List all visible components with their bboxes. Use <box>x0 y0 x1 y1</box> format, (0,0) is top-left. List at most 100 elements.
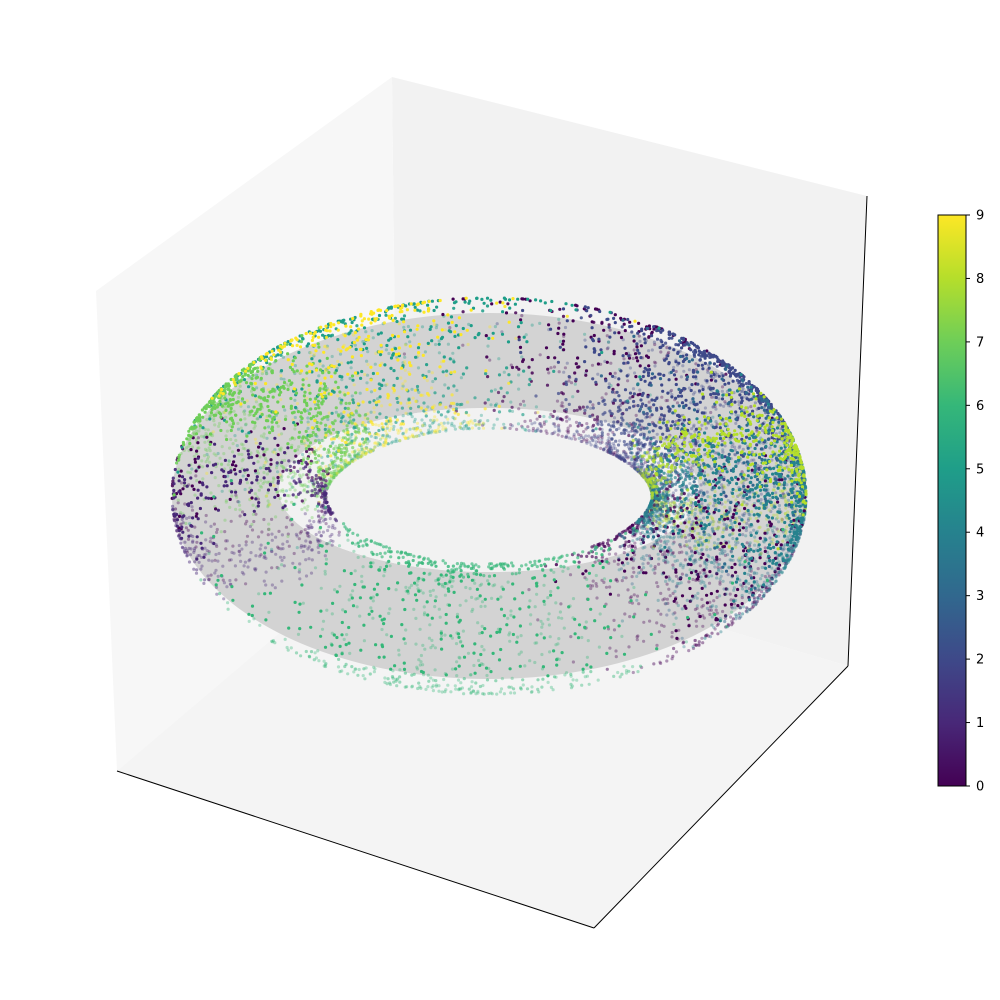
scatter-point <box>615 452 620 456</box>
scatter-point <box>683 558 688 562</box>
scatter-point <box>232 551 236 555</box>
scatter-point <box>672 373 677 377</box>
scatter-point <box>726 524 730 529</box>
scatter-point <box>665 522 669 526</box>
scatter-point <box>612 349 616 353</box>
scatter-point <box>666 398 670 403</box>
scatter-point <box>785 538 789 542</box>
scatter-point <box>692 423 696 427</box>
scatter-point <box>366 362 370 367</box>
scatter-point <box>710 395 714 399</box>
scatter-point <box>774 491 778 495</box>
scatter-point <box>420 325 425 329</box>
scatter-point <box>458 425 462 429</box>
scatter-point <box>611 401 616 405</box>
scatter-point <box>603 411 607 415</box>
scatter-point <box>259 553 263 557</box>
scatter-point <box>707 533 711 537</box>
scatter-point <box>297 445 301 449</box>
scatter-point <box>262 579 266 583</box>
scatter-point <box>766 528 770 532</box>
scatter-point <box>254 441 258 445</box>
scatter-point <box>175 528 179 533</box>
scatter-point <box>748 516 752 521</box>
scatter-point <box>704 426 708 430</box>
scatter-point <box>722 477 726 482</box>
scatter-point <box>737 515 741 520</box>
scatter-point <box>206 457 210 461</box>
scatter-point <box>627 455 632 459</box>
scatter-point <box>297 477 301 481</box>
scatter-point <box>462 419 466 423</box>
scatter-point <box>656 516 660 521</box>
scatter-point <box>355 455 359 459</box>
scatter-point <box>674 360 678 364</box>
scatter-point <box>739 491 744 495</box>
scatter-point <box>697 491 702 495</box>
scatter-point <box>542 414 546 419</box>
scatter-point <box>262 476 266 480</box>
scatter-point <box>719 541 723 545</box>
scatter-point <box>595 445 599 449</box>
scatter-point <box>708 387 713 391</box>
scatter-point <box>658 528 662 533</box>
scatter-point <box>425 379 429 383</box>
scatter-point <box>630 575 634 579</box>
scatter-point <box>771 530 775 535</box>
scatter-point <box>303 498 307 502</box>
scatter-point <box>640 329 644 333</box>
scatter-point <box>617 454 622 458</box>
scatter-point <box>574 420 579 424</box>
scatter-point <box>274 515 278 519</box>
scatter-point <box>305 531 309 535</box>
scatter-point <box>626 461 630 465</box>
scatter-point <box>224 499 228 503</box>
scatter-point <box>217 421 222 426</box>
scatter-point <box>246 449 250 453</box>
scatter-point <box>279 547 283 551</box>
scatter-point <box>317 476 321 480</box>
scatter-point <box>724 523 729 527</box>
scatter-point <box>384 383 388 387</box>
scatter-point <box>659 406 664 411</box>
scatter-point <box>263 554 267 558</box>
scatter-point <box>502 395 506 399</box>
scatter-point <box>590 555 594 559</box>
scatter-point <box>461 427 465 431</box>
scatter-point <box>664 575 668 579</box>
scatter-point <box>222 469 226 473</box>
scatter-point <box>303 512 307 516</box>
scatter-point <box>642 475 646 479</box>
scatter-point <box>172 488 176 493</box>
scatter-point <box>553 356 557 360</box>
scatter-point <box>459 422 463 426</box>
scatter-point <box>607 448 611 452</box>
scatter-point <box>185 484 189 488</box>
scatter-point <box>682 369 686 373</box>
scatter-point <box>682 533 687 537</box>
scatter-point <box>389 426 393 430</box>
scatter-point <box>326 528 330 533</box>
scatter-point <box>674 369 678 374</box>
scatter-point <box>665 582 669 586</box>
scatter-point <box>611 374 615 378</box>
scatter-point <box>171 507 175 511</box>
scatter-point <box>656 584 660 589</box>
scatter-point <box>714 407 718 411</box>
scatter-point <box>193 457 197 461</box>
scatter-point <box>687 368 692 372</box>
scatter-point <box>770 528 775 532</box>
scatter-point <box>253 469 257 473</box>
scatter-point <box>238 508 242 512</box>
scatter-point <box>639 468 643 472</box>
scatter-point <box>653 364 657 368</box>
scatter-point <box>595 435 599 439</box>
scatter-point <box>777 507 782 511</box>
scatter-point <box>284 499 288 503</box>
scatter-point <box>722 513 727 517</box>
scatter-point <box>415 434 419 438</box>
scatter-point <box>269 462 273 466</box>
scatter-point <box>632 466 637 470</box>
scatter-point <box>274 552 278 556</box>
scatter-point <box>730 521 734 526</box>
